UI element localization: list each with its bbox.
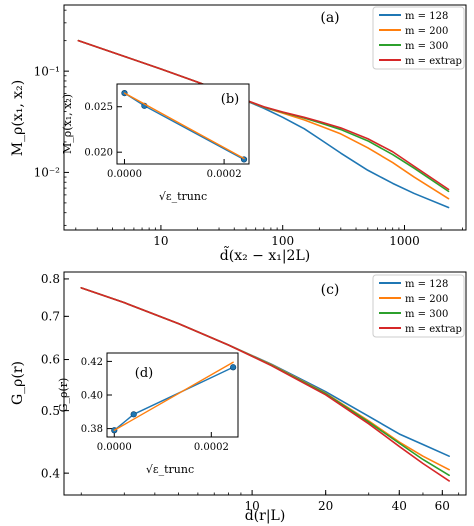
inset-d-x-tick-label: 0.0002 <box>194 442 229 453</box>
inset-b-y-tick-label: 0.025 <box>84 102 113 113</box>
inset-d-y-tick-label: 0.40 <box>81 391 103 402</box>
inset-d-frame <box>106 352 239 438</box>
inset-d-point <box>130 411 137 418</box>
panel-a-legend-box <box>372 6 465 70</box>
inset-d: 0.0000 0.0002 0.38 0.40 0.42 (d) √ε_trunc G_… <box>57 352 239 476</box>
panel-c-y-tick-label: 0.5 <box>41 404 60 418</box>
panel-a-label: (a) <box>320 10 339 26</box>
panel-a: 10 100 1000 10⁻² 10⁻¹ (a) d̃(x₂ − x₁|2L) M_ρ… <box>10 4 467 264</box>
inset-d-xlabel: √ε_trunc <box>146 463 194 476</box>
inset-b-series-fit <box>123 92 245 160</box>
panel-a-grid-ticks: 10 100 1000 10⁻² 10⁻¹ <box>34 9 463 248</box>
panel-a-legend-label-m200: m = 200 <box>405 26 448 37</box>
inset-d-grid-ticks: 0.0000 0.0002 0.38 0.40 0.42 <box>81 357 229 453</box>
inset-b-series <box>121 89 248 163</box>
inset-d-y-tick-label: 0.42 <box>81 357 103 368</box>
panel-a-x-tick-label: 100 <box>271 234 294 248</box>
panel-a-y-tick-label: 10⁻² <box>34 166 61 180</box>
inset-d-point <box>230 364 237 371</box>
panel-a-xlabel: d̃(x₂ − x₁|2L) <box>220 245 310 264</box>
panel-c-legend-label-m300: m = 300 <box>405 309 448 320</box>
inset-b-frame <box>116 83 250 165</box>
inset-d-label: (d) <box>135 366 153 381</box>
inset-d-series <box>111 361 237 434</box>
inset-d-series-fit <box>113 361 234 431</box>
panel-c-grid-ticks: 10 20 40 60 0.4 0.5 0.6 0.7 0.8 <box>41 272 460 513</box>
panel-a-legend-label-m128: m = 128 <box>405 11 448 22</box>
inset-b-label: (b) <box>221 92 239 107</box>
inset-b-x-tick-label: 0.0002 <box>207 169 242 180</box>
panel-c-y-tick-label: 0.6 <box>41 353 60 367</box>
panel-a-frame <box>63 4 467 231</box>
inset-b-ylabel: M_ρ(x₁, x₂) <box>61 94 74 154</box>
inset-d-background <box>107 353 238 437</box>
panel-a-legend-label-m300: m = 300 <box>405 41 448 52</box>
inset-d-ylabel: G_ρ(r) <box>57 378 70 413</box>
panel-c-frame <box>63 271 467 496</box>
inset-b-xlabel: √ε_trunc <box>159 190 207 203</box>
panel-c-ylabel: G_ρ(r) <box>10 361 26 405</box>
inset-b: 0.0000 0.0002 0.020 0.025 (b) √ε_trunc M_ρ(… <box>61 83 250 203</box>
inset-b-grid-ticks: 0.0000 0.0002 0.020 0.025 <box>84 102 241 180</box>
panel-c-legend: m = 128 m = 200 m = 300 m = extrap <box>372 274 465 338</box>
panel-c-legend-label-extrap: m = extrap <box>405 324 462 335</box>
inset-b-x-tick-label: 0.0000 <box>107 169 142 180</box>
panel-c-legend-box <box>372 274 465 338</box>
panel-a-x-tick-label: 10 <box>153 234 168 248</box>
inset-d-y-tick-label: 0.38 <box>81 424 103 435</box>
panel-c-label: (c) <box>321 282 340 298</box>
panel-c-x-tick-label: 10 <box>244 499 259 513</box>
panel-c: 10 20 40 60 0.4 0.5 0.6 0.7 0.8 (c) d(r|L) G_ρ(r… <box>10 271 467 524</box>
panel-c-legend-label-m128: m = 128 <box>405 279 448 290</box>
panel-a-ylabel: M_ρ(x₁, x₂) <box>10 80 26 156</box>
panel-c-series-m-extrap <box>80 287 450 482</box>
panel-c-x-tick-label: 40 <box>392 499 407 513</box>
panel-a-series-m-extrap <box>77 39 450 191</box>
panel-c-x-tick-label: 60 <box>435 499 450 513</box>
panel-a-x-tick-label: 1000 <box>389 234 420 248</box>
inset-d-x-tick-label: 0.0000 <box>97 442 132 453</box>
panel-c-y-tick-label: 0.4 <box>41 466 60 480</box>
panel-c-y-tick-label: 0.8 <box>41 272 60 286</box>
inset-b-y-tick-label: 0.020 <box>84 148 113 159</box>
panel-c-xlabel: d(r|L) <box>245 508 286 524</box>
panel-c-series <box>80 287 450 482</box>
panel-a-y-tick-label: 10⁻¹ <box>34 64 60 78</box>
panel-c-x-tick-label: 20 <box>318 499 333 513</box>
panel-c-y-tick-label: 0.7 <box>41 310 60 324</box>
panel-a-series <box>77 39 450 209</box>
panel-a-legend-label-extrap: m = extrap <box>405 56 462 67</box>
panel-c-legend-label-m200: m = 200 <box>405 294 448 305</box>
panel-a-legend: m = 128 m = 200 m = 300 m = extrap <box>372 6 465 70</box>
